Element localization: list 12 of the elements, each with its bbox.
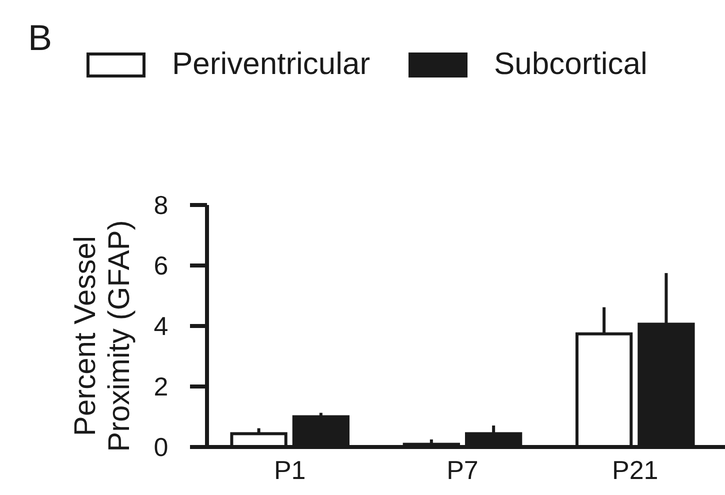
- y-tick-label: 2: [154, 372, 168, 402]
- x-tick-label: P7: [446, 455, 478, 485]
- y-tick-label: 6: [154, 250, 168, 281]
- y-tick-label: 4: [154, 311, 168, 342]
- y-axis-title: Percent Vessel Proximity (GFAP): [69, 220, 136, 452]
- y-tick-label: 8: [154, 190, 168, 220]
- text: B: [28, 17, 52, 58]
- legend-label: Periventricular: [172, 46, 370, 81]
- x-tick-label: P21: [612, 455, 658, 485]
- y-tick-label: 0: [154, 432, 168, 462]
- x-tick-label: P1: [274, 455, 306, 485]
- legend-label: Subcortical: [494, 46, 648, 81]
